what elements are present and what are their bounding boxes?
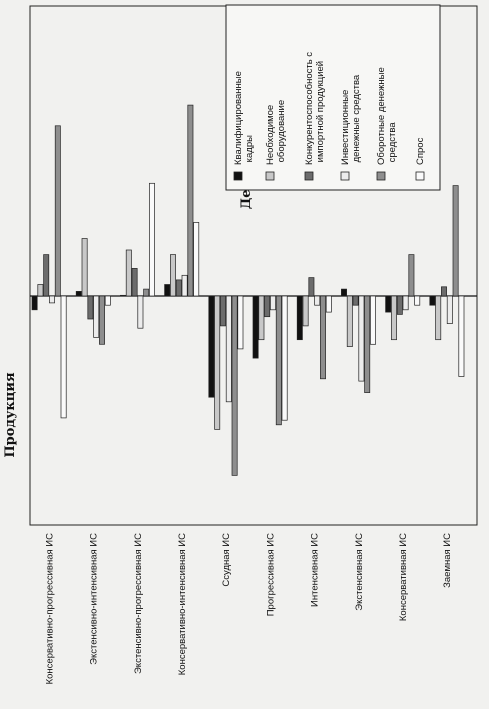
legend: Квалифицированные кадры Необходимое обору… [225, 4, 441, 191]
legend-item: Оборотные денежные средства [376, 67, 398, 181]
bar-6-2 [258, 295, 265, 341]
bar-7-6 [325, 295, 332, 313]
side-label-production: Продукция [3, 372, 18, 458]
category-label: Консервативно-прогрессивная ИС [44, 533, 55, 685]
bar-8-3 [352, 295, 359, 306]
bar-8-2 [346, 295, 353, 347]
bar-4-4 [181, 274, 188, 297]
legend-item: Квалифицированные кадры [233, 71, 255, 181]
bar-4-6 [193, 222, 200, 297]
bar-1-1 [31, 295, 38, 311]
bar-4-2 [170, 254, 176, 297]
bar-8-5 [364, 295, 371, 393]
legend-swatch [415, 171, 425, 181]
legend-box [225, 4, 441, 191]
bar-9-4 [402, 295, 409, 311]
legend-item: Необходимое оборудование [265, 100, 287, 181]
bar-2-2 [81, 238, 88, 297]
bar-6-5 [275, 295, 282, 426]
bar-5-4 [225, 295, 232, 403]
category-label: Прогрессивная ИС [265, 533, 276, 616]
bar-10-6 [458, 295, 465, 377]
bar-10-2 [435, 295, 442, 341]
bar-4-3 [175, 279, 182, 297]
category-label: Ссудная ИС [221, 533, 232, 587]
legend-label: Конкурентоспособность с импортной продук… [304, 52, 326, 165]
legend-swatch [340, 171, 350, 181]
bar-4-1 [164, 284, 171, 297]
bar-3-1 [120, 294, 126, 297]
category-labels: Консервативно-прогрессивная ИС Экстенсивн… [44, 533, 453, 685]
bar-5-2 [214, 295, 221, 430]
category-label: Экстенсивно-прогрессивная ИС [133, 533, 144, 674]
bar-8-4 [358, 295, 365, 382]
category-label: Консервативно-интенсивная ИС [177, 533, 188, 675]
bar-3-4 [137, 295, 144, 329]
legend-item: Конкурентоспособность с импортной продук… [304, 52, 326, 181]
bar-2-6 [104, 295, 111, 306]
bar-3-3 [131, 268, 138, 297]
legend-swatch [376, 171, 386, 181]
bar-7-2 [302, 295, 309, 327]
bar-1-5 [54, 125, 61, 297]
category-label: Интенсивная ИС [310, 533, 321, 607]
category-label: Экстенсивная ИС [354, 533, 365, 611]
bar-8-6 [370, 295, 376, 345]
bar-9-5 [408, 254, 415, 297]
bar-10-3 [441, 286, 447, 297]
bar-2-1 [75, 291, 82, 297]
bar-5-3 [220, 295, 226, 327]
category-label: Заемная ИС [442, 533, 453, 588]
bar-1-6 [60, 295, 67, 419]
category-label: Консервативная ИС [398, 533, 409, 621]
bar-5-5 [231, 295, 238, 476]
bar-5-1 [208, 295, 215, 398]
legend-label: Квалифицированные кадры [233, 71, 255, 165]
bar-9-3 [396, 295, 403, 315]
bar-3-6 [149, 182, 155, 297]
bar-9-6 [414, 295, 421, 306]
bar-2-5 [99, 295, 105, 345]
bar-1-2 [37, 284, 44, 297]
legend-item: Спрос [415, 137, 426, 181]
bar-7-5 [320, 295, 326, 380]
bar-3-2 [125, 249, 132, 297]
legend-label: Оборотные денежные средства [376, 67, 398, 165]
bar-2-4 [93, 295, 100, 338]
bar-6-4 [270, 295, 276, 311]
bar-7-1 [296, 295, 303, 341]
legend-swatch [304, 171, 314, 181]
bar-9-2 [391, 295, 397, 341]
bars [31, 104, 465, 476]
legend-label: Инвестиционные денежные средства [340, 74, 362, 165]
bar-3-5 [143, 288, 150, 297]
legend-label: Спрос [415, 137, 426, 165]
legend-swatch [233, 171, 243, 181]
bar-8-1 [341, 288, 347, 297]
bar-6-6 [281, 295, 288, 421]
legend-label: Необходимое оборудование [265, 100, 287, 165]
bar-6-3 [264, 295, 271, 318]
bar-4-5 [187, 104, 194, 297]
bar-6-1 [252, 295, 259, 359]
legend-swatch [265, 171, 275, 181]
bar-10-4 [446, 295, 453, 324]
bar-9-1 [385, 295, 392, 313]
bar-10-5 [452, 185, 459, 297]
bar-1-4 [49, 295, 55, 304]
category-label: Экстенсивно-интенсивная ИС [89, 533, 100, 665]
bar-7-3 [308, 277, 315, 297]
bar-2-3 [87, 295, 94, 320]
bar-7-4 [314, 295, 321, 306]
bar-1-3 [43, 254, 50, 297]
legend-item: Инвестиционные денежные средства [340, 74, 362, 181]
bar-5-6 [237, 295, 244, 350]
bar-10-1 [429, 295, 436, 306]
